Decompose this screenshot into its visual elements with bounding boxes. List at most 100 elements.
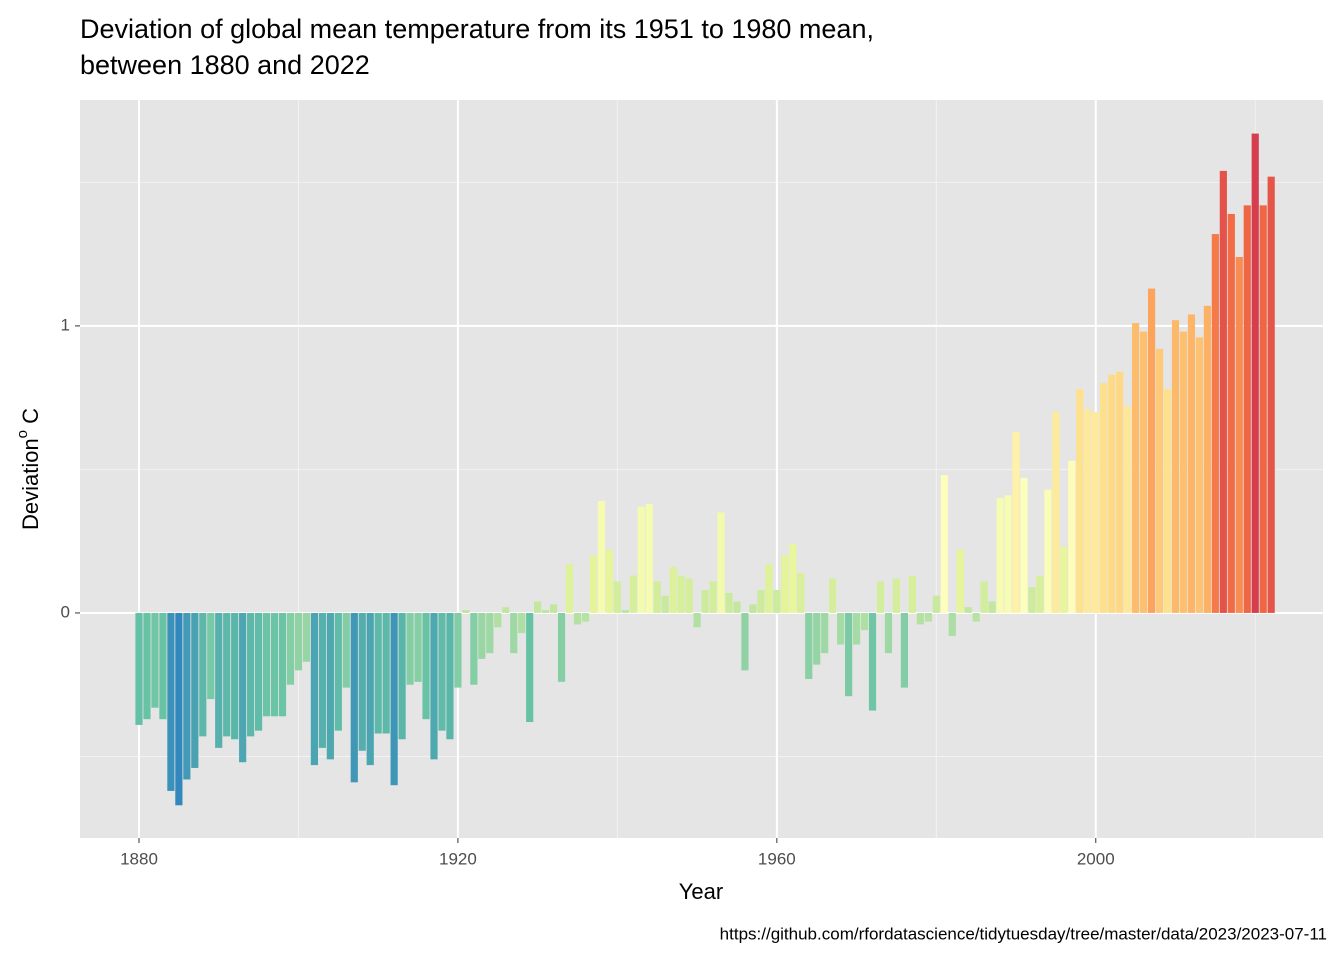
bar: [454, 612, 462, 688]
bar: [1036, 575, 1044, 613]
bar: [932, 595, 940, 613]
bar: [1060, 546, 1068, 613]
bar: [462, 610, 470, 613]
bar: [741, 612, 749, 671]
bar: [143, 612, 151, 720]
bar: [239, 612, 247, 763]
bar: [1203, 305, 1211, 613]
bar: [613, 581, 621, 613]
bar: [860, 612, 869, 631]
bar: [255, 612, 263, 731]
bar: [916, 612, 924, 625]
bar: [382, 612, 390, 734]
bar: [215, 612, 223, 748]
bar: [191, 612, 199, 768]
x-tick-label: 1920: [439, 849, 477, 868]
bar: [637, 506, 645, 613]
bar: [1100, 383, 1108, 613]
bar: [175, 612, 183, 806]
bar: [1195, 337, 1204, 613]
y-tick-label: 1: [61, 315, 70, 334]
bar: [781, 555, 789, 613]
bar: [294, 612, 303, 671]
bar: [773, 589, 781, 613]
bar: [1108, 374, 1116, 613]
bar: [350, 612, 358, 783]
bar: [207, 612, 215, 700]
bar: [318, 612, 326, 748]
bar: [996, 498, 1004, 613]
bar: [645, 503, 653, 613]
bar: [964, 607, 972, 613]
bar: [1171, 320, 1180, 613]
bar: [908, 575, 916, 613]
bar: [845, 612, 853, 697]
bar: [286, 612, 295, 685]
bar: [565, 564, 574, 613]
bar: [135, 612, 143, 725]
bar: [725, 592, 733, 613]
bar: [940, 475, 948, 613]
bar: [247, 612, 255, 737]
bar: [597, 501, 606, 613]
bar: [972, 612, 980, 622]
bar: [366, 612, 374, 766]
bar: [151, 612, 159, 708]
bar: [326, 612, 334, 760]
bar: [1243, 205, 1251, 613]
bar: [1076, 389, 1084, 613]
bar: [829, 578, 837, 613]
bar: [470, 612, 478, 685]
bar: [797, 572, 805, 613]
bar: [1084, 409, 1092, 613]
bar: [868, 612, 877, 711]
bar: [789, 544, 797, 613]
bar: [837, 612, 845, 645]
bar: [406, 612, 414, 685]
bar: [183, 612, 191, 780]
y-axis-title-sup: o: [14, 430, 31, 438]
bar: [1052, 412, 1060, 613]
bar: [1116, 371, 1124, 613]
bar: [1211, 234, 1219, 613]
bar: [278, 612, 287, 717]
bar: [693, 612, 701, 628]
bar: [1140, 331, 1148, 613]
x-axis-title: Year: [679, 879, 723, 904]
bar: [310, 612, 318, 766]
bar: [573, 612, 582, 625]
y-axis-title: Deviationo C: [14, 408, 43, 530]
bar: [502, 607, 510, 613]
bar: [669, 567, 677, 613]
bar: [1004, 495, 1012, 613]
bar: [374, 612, 382, 734]
bar: [334, 612, 342, 731]
bar: [924, 612, 932, 622]
bar: [884, 612, 893, 654]
bar: [717, 512, 725, 613]
bar: [661, 595, 669, 613]
bar: [231, 612, 239, 740]
bar: [342, 612, 350, 688]
bar: [757, 589, 765, 613]
bar: [542, 610, 550, 613]
bar: [1267, 176, 1275, 613]
bar: [1187, 314, 1196, 613]
bar: [430, 612, 438, 760]
bar: [821, 612, 829, 654]
x-tick-label: 2000: [1077, 849, 1115, 868]
bar: [980, 581, 988, 613]
bar: [414, 612, 422, 682]
bar: [892, 578, 901, 613]
bar: [1251, 133, 1259, 613]
bar: [199, 612, 207, 737]
bar: [262, 612, 271, 717]
bar: [589, 555, 598, 613]
bar: [270, 612, 279, 717]
bar: [422, 612, 430, 720]
bar: [581, 612, 590, 622]
bar: [1132, 323, 1140, 613]
bar: [1235, 257, 1243, 613]
bar: [526, 612, 534, 723]
